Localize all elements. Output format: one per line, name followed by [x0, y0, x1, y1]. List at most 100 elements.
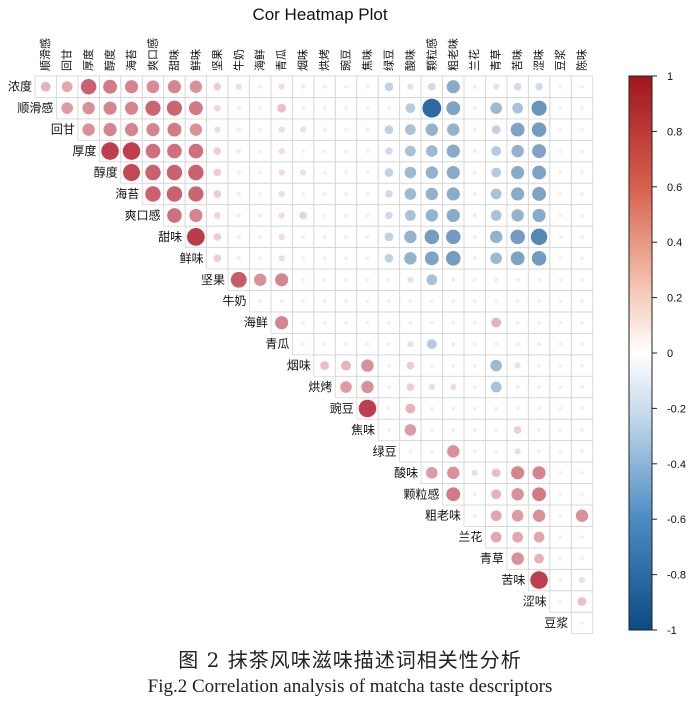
corr-circle-回甘-豌豆 — [344, 127, 348, 132]
corr-circle-苦味-涩味 — [530, 571, 548, 589]
corr-circle-绿豆-苦味 — [514, 448, 521, 455]
corr-circle-青瓜-兰花 — [472, 342, 477, 347]
corr-circle-颗粒感-青草 — [491, 489, 502, 500]
corr-circle-海鲜-豌豆 — [344, 320, 348, 325]
corr-circle-海鲜-兰花 — [472, 320, 477, 325]
corr-circle-海苔-甜味 — [166, 186, 183, 202]
corr-circle-兰花-苦味 — [512, 531, 523, 543]
row-label-醇度: 醇度 — [94, 165, 118, 180]
column-label-牛奶: 牛奶 — [231, 49, 245, 71]
corr-circle-顺滑感-兰花 — [472, 105, 477, 111]
corr-circle-豌豆-豆浆 — [558, 406, 563, 411]
corr-circle-浓度-醇度 — [103, 79, 118, 94]
corr-circle-海苔-绿豆 — [385, 190, 393, 198]
corr-circle-青瓜-豆浆 — [558, 342, 563, 347]
corr-circle-爽口感-涩味 — [532, 208, 546, 222]
corr-circle-回甘-甜味 — [167, 122, 182, 137]
corr-circle-爽口感-青草 — [490, 210, 502, 221]
corr-circle-烘烤-焦味 — [361, 380, 374, 394]
colorbar-tick-label: -1 — [667, 625, 677, 637]
corr-circle-海鲜-陈味 — [580, 320, 584, 325]
corr-circle-顺滑感-豆浆 — [558, 106, 563, 111]
corr-circle-海苔-坚果 — [213, 190, 222, 198]
corr-circle-厚度-爽口感 — [145, 143, 161, 159]
corr-circle-酸味-豆浆 — [558, 470, 563, 475]
corr-circle-豌豆-青草 — [494, 406, 499, 411]
corr-circle-牛奶-陈味 — [580, 299, 584, 304]
corr-circle-海鲜-酸味 — [408, 320, 413, 325]
corr-circle-鲜味-牛奶 — [236, 256, 241, 261]
corr-circle-顺滑感-坚果 — [213, 104, 221, 112]
corr-circle-甜味-豆浆 — [558, 234, 563, 239]
corr-circle-豌豆-焦味 — [358, 399, 377, 418]
corr-circle-海鲜-粗老味 — [451, 320, 456, 325]
corr-circle-醇度-酸味 — [404, 166, 417, 179]
corr-circle-顺滑感-烟味 — [301, 106, 306, 111]
corr-circle-爽口感-颗粒感 — [425, 209, 439, 222]
corr-circle-坚果-粗老味 — [451, 277, 456, 282]
corr-circle-青草-苦味 — [511, 552, 524, 565]
corr-circle-甜味-青瓜 — [278, 233, 285, 240]
row-label-鲜味: 鲜味 — [180, 251, 204, 265]
corr-circle-青瓜-苦味 — [515, 341, 520, 347]
corr-circle-甜味-陈味 — [580, 234, 584, 239]
corr-circle-海苔-陈味 — [580, 192, 584, 196]
corr-circle-醇度-焦味 — [365, 170, 370, 175]
corr-circle-烟味-豌豆 — [341, 360, 351, 371]
corr-circle-醇度-陈味 — [580, 170, 584, 175]
corr-circle-厚度-兰花 — [472, 148, 477, 154]
row-label-豌豆: 豌豆 — [330, 400, 354, 415]
corr-circle-坚果-烟味 — [301, 277, 306, 282]
corr-circle-烘烤-豌豆 — [340, 381, 352, 393]
colorbar-tick-label: 0.2 — [667, 293, 682, 305]
corr-circle-甜味-海鲜 — [258, 234, 263, 239]
corr-circle-酸味-粗老味 — [447, 466, 460, 480]
corr-circle-青瓜-烟味 — [301, 342, 306, 347]
corr-circle-厚度-坚果 — [213, 147, 222, 155]
corr-circle-粗老味-豆浆 — [558, 513, 563, 518]
corr-circle-厚度-颗粒感 — [426, 145, 438, 157]
row-label-豆浆: 豆浆 — [544, 615, 568, 630]
corr-circle-醇度-苦味 — [511, 165, 525, 180]
corr-circle-醇度-涩味 — [532, 165, 547, 180]
corr-circle-顺滑感-甜味 — [166, 100, 183, 116]
corr-circle-醇度-青瓜 — [278, 169, 285, 176]
corr-circle-顺滑感-爽口感 — [145, 100, 161, 116]
row-label-爽口感: 爽口感 — [125, 207, 161, 222]
corr-circle-牛奶-颗粒感 — [429, 299, 434, 304]
corr-circle-牛奶-兰花 — [472, 299, 477, 304]
corr-circle-颗粒感-粗老味 — [446, 487, 461, 502]
corr-circle-甜味-烘烤 — [322, 234, 327, 239]
corr-circle-浓度-烟味 — [300, 84, 306, 89]
corr-circle-鲜味-青草 — [490, 252, 502, 265]
corr-circle-绿豆-兰花 — [472, 449, 477, 454]
corr-circle-海鲜-青瓜 — [275, 316, 289, 330]
corr-circle-颗粒感-苦味 — [511, 488, 524, 501]
corr-circle-涩味-豆浆 — [558, 599, 563, 604]
column-label-陈味: 陈味 — [574, 49, 588, 71]
corr-circle-豌豆-颗粒感 — [429, 406, 434, 411]
corr-circle-鲜味-海鲜 — [258, 256, 263, 261]
corr-circle-回甘-鲜味 — [189, 123, 203, 136]
corr-circle-爽口感-绿豆 — [385, 211, 393, 220]
corr-circle-坚果-青瓜 — [275, 273, 289, 287]
corr-circle-爽口感-甜味 — [167, 208, 182, 223]
corr-circle-绿豆-豆浆 — [558, 449, 563, 454]
corr-circle-爽口感-焦味 — [365, 213, 370, 218]
corr-circle-绿豆-青草 — [494, 449, 499, 454]
corr-circle-牛奶-青草 — [494, 299, 499, 304]
corr-circle-浓度-粗老味 — [446, 80, 460, 94]
row-label-海苔: 海苔 — [115, 186, 139, 201]
corr-circle-坚果-海鲜 — [254, 273, 267, 286]
corr-circle-厚度-青瓜 — [278, 147, 285, 155]
corr-circle-回甘-焦味 — [365, 127, 370, 132]
corr-circle-顺滑感-豌豆 — [344, 106, 348, 111]
corr-circle-青草-涩味 — [534, 553, 544, 564]
corr-circle-粗老味-青草 — [490, 510, 502, 522]
corr-circle-粗老味-陈味 — [575, 509, 589, 522]
column-label-海鲜: 海鲜 — [253, 49, 267, 71]
corr-circle-回甘-苦味 — [510, 122, 525, 137]
corr-circle-鲜味-青瓜 — [278, 255, 285, 262]
row-label-顺滑感: 顺滑感 — [17, 100, 53, 115]
column-label-涩味: 涩味 — [533, 49, 546, 71]
